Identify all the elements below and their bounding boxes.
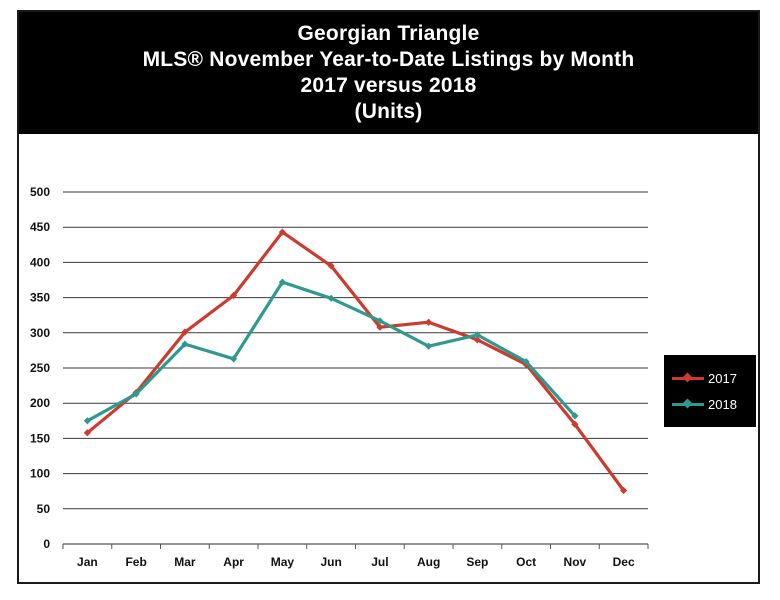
y-tick-label-450: 450 [30,220,50,234]
y-tick-label-200: 200 [30,396,50,410]
legend-swatch-2017 [672,372,704,384]
data-point-2018-apr [230,355,238,363]
x-tick-label-oct: Oct [516,555,536,569]
chart-title-line-3: 2017 versus 2018 [300,74,477,97]
data-point-2017-mar [181,328,189,336]
data-point-2018-feb [132,390,140,398]
y-tick-label-150: 150 [30,431,50,445]
chart-frame: Georgian Triangle MLS® November Year-to-… [17,10,760,584]
data-point-2018-jun [327,294,335,302]
legend-label-2017: 2017 [708,370,737,386]
data-point-2018-jan [83,417,91,425]
data-point-2017-jul [376,323,384,331]
data-point-2017-dec [620,486,628,495]
data-point-2018-sep [473,331,481,339]
data-point-2018-mar [181,340,189,348]
x-tick-label-nov: Nov [564,555,587,569]
x-tick-label-dec: Dec [613,555,635,569]
data-point-2018-aug [425,342,433,350]
data-point-2017-aug [425,318,433,326]
y-tick-label-500: 500 [30,185,50,199]
chart-title-band: Georgian Triangle MLS® November Year-to-… [19,12,758,134]
x-tick-label-aug: Aug [417,555,440,569]
data-point-2017-jun [327,262,335,270]
data-point-2018-may [278,278,286,286]
y-tick-label-0: 0 [43,537,50,551]
x-tick-label-jan: Jan [77,555,98,569]
legend-item-2018: 2018 [672,391,748,417]
legend-item-2017: 2017 [672,365,748,391]
data-point-2017-jan [83,429,91,437]
chart-legend: 2017 2018 [664,355,756,427]
legend-label-2018: 2018 [708,396,737,412]
data-point-2017-sep [473,336,481,344]
x-tick-label-jun: Jun [320,555,341,569]
data-point-2018-nov [571,412,579,420]
x-tick-label-feb: Feb [125,555,146,569]
x-tick-label-sep: Sep [466,555,488,569]
data-point-2017-may [278,228,286,236]
y-tick-label-250: 250 [30,361,50,375]
data-point-2018-oct [522,358,530,366]
x-tick-label-may: May [271,555,295,569]
chart-title-line-2: MLS® November Year-to-Date Listings by M… [142,48,635,71]
y-tick-label-100: 100 [30,467,50,481]
legend-swatch-2018 [672,398,704,410]
chart-title-line-1: Georgian Triangle [297,22,480,45]
x-tick-label-jul: Jul [371,555,388,569]
y-tick-label-400: 400 [30,255,50,269]
data-point-2017-apr [230,291,238,300]
data-point-2017-nov [571,420,579,428]
data-point-2018-jul [376,317,384,325]
x-tick-label-apr: Apr [223,555,244,569]
y-tick-label-350: 350 [30,291,50,305]
y-tick-label-300: 300 [30,326,50,340]
chart-title-line-4: (Units) [354,100,423,123]
series-line-2017 [86,230,625,492]
y-tick-label-50: 50 [37,502,51,516]
x-tick-label-mar: Mar [174,555,196,569]
